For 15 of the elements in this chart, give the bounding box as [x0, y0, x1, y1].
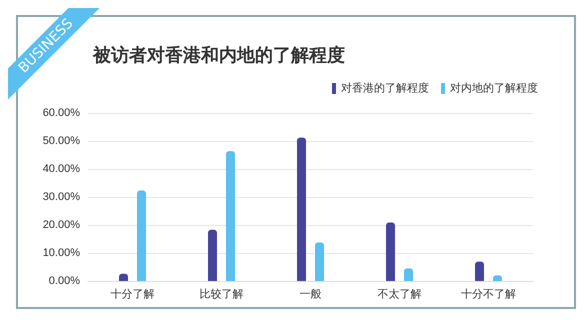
x-tick-label: 十分了解 [110, 288, 154, 300]
legend-label: 对内地的了解程度 [450, 82, 538, 94]
x-tick-label: 比较了解 [200, 288, 244, 300]
x-tick-label: 不太了解 [378, 288, 422, 300]
x-tick-label: 十分不了解 [461, 288, 516, 300]
y-tick-label: 50.00% [42, 135, 80, 147]
y-tick-label: 40.00% [42, 163, 80, 175]
x-tick-label: 一般 [300, 288, 322, 300]
y-tick-label: 60.00% [42, 107, 80, 119]
legend-label: 对香港的了解程度 [341, 82, 429, 94]
y-tick-label: 10.00% [42, 247, 80, 259]
y-tick-label: 30.00% [42, 191, 80, 203]
y-tick-label: 0.00% [48, 275, 80, 287]
chart-title: 被访者对香港和内地的了解程度 [92, 45, 345, 65]
y-tick-label: 20.00% [42, 219, 80, 231]
